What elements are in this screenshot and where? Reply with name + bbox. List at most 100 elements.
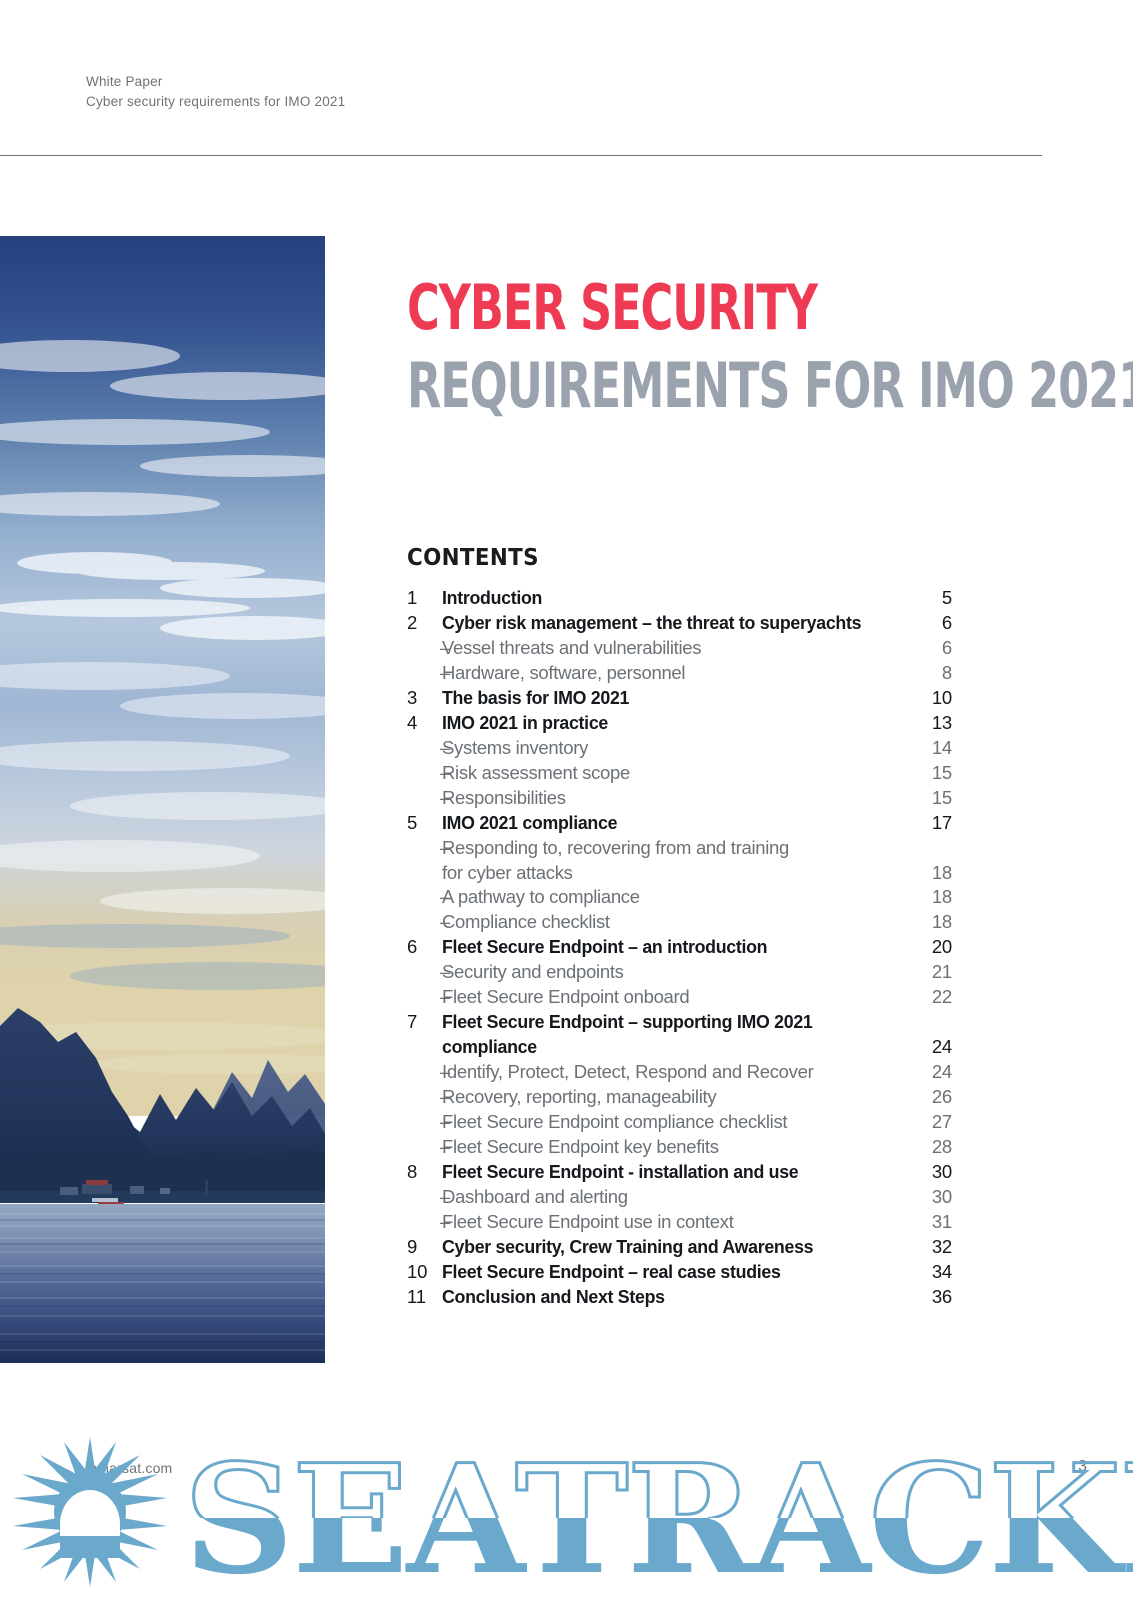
toc-item-label: A pathway to compliance: [442, 886, 640, 908]
toc-item-label: IMO 2021 compliance: [442, 812, 618, 833]
toc-row[interactable]: – Fleet Secure Endpoint compliance checkl…: [407, 1110, 952, 1135]
toc-row[interactable]: 4 IMO 2021 in practice 13: [407, 711, 952, 736]
toc-item-page: 27: [931, 1110, 952, 1132]
toc-item-label: Fleet Secure Endpoint use in context: [442, 1210, 734, 1232]
toc-item-page: 34: [931, 1260, 952, 1282]
toc-row[interactable]: – Recovery, reporting, manageability 26: [407, 1085, 952, 1110]
toc-subitem-dash: –: [440, 787, 451, 808]
toc-row[interactable]: 11 Conclusion and Next Steps 36: [407, 1285, 952, 1310]
toc-row[interactable]: – Hardware, software, personnel 8: [407, 661, 952, 686]
toc-list: 1 Introduction 5 2 Cyber risk management – t…: [407, 586, 952, 1310]
toc-item-label: Responsibilities: [442, 787, 566, 808]
table-of-contents: CONTENTS 1 Introduction 5 2 Cyber risk manag…: [407, 545, 952, 1310]
toc-item-page: 6: [941, 612, 952, 633]
toc-row[interactable]: – Identify, Protect, Detect, Respond and …: [407, 1060, 952, 1085]
page-title: CYBER SECURITY REQUIREMENTS FOR IMO 2021: [407, 271, 1133, 422]
toc-row[interactable]: 9 Cyber security, Crew Training and Aware…: [407, 1235, 952, 1260]
toc-row[interactable]: – Responsibilities 15: [407, 786, 952, 811]
toc-item-page: 22: [931, 986, 952, 1008]
toc-subitem-dash: –: [440, 1060, 451, 1082]
footer-page-number: 3: [1078, 1458, 1087, 1475]
cover-photo: [0, 236, 325, 1363]
title-main: CYBER SECURITY: [407, 271, 818, 344]
toc-row[interactable]: 5 IMO 2021 compliance 17: [407, 811, 952, 836]
toc-item-page: 30: [931, 1160, 952, 1182]
toc-item-page: 18: [931, 861, 952, 883]
toc-row[interactable]: 1 Introduction 5: [407, 586, 952, 611]
toc-subitem-dash: –: [440, 911, 451, 933]
toc-row[interactable]: – Fleet Secure Endpoint key benefits 28: [407, 1135, 952, 1160]
toc-subitem-dash: –: [440, 986, 451, 1008]
toc-item-label: Fleet Secure Endpoint key benefits: [442, 1135, 719, 1157]
toc-item-number: 3: [407, 687, 418, 708]
toc-subitem-dash: –: [440, 1210, 451, 1232]
contents-heading: CONTENTS: [407, 545, 539, 571]
toc-row[interactable]: – A pathway to compliance 18: [407, 885, 952, 910]
toc-item-label: Fleet Secure Endpoint onboard: [442, 986, 690, 1008]
toc-row[interactable]: – Systems inventory 14: [407, 736, 952, 761]
toc-item-label: Fleet Secure Endpoint – real case studie…: [442, 1260, 781, 1282]
document-header: White Paper Cyber security requirements …: [86, 72, 345, 112]
toc-item-page: 36: [931, 1285, 952, 1307]
watermark-wordmark: SEATRACKER.RU SEATRACKER.RU: [182, 1430, 1133, 1602]
toc-item-label: Cyber risk management – the threat to su…: [442, 612, 862, 633]
toc-subitem-dash: –: [440, 837, 451, 858]
toc-item-page: 31: [931, 1210, 952, 1232]
toc-item-label: Fleet Secure Endpoint – an introduction: [442, 936, 768, 958]
toc-row[interactable]: 3 The basis for IMO 2021 10: [407, 686, 952, 711]
toc-item-page: 18: [931, 911, 952, 933]
footer-website-link[interactable]: inmarsat.com: [86, 1460, 173, 1476]
header-line-1: White Paper: [86, 74, 163, 89]
toc-item-number: 7: [407, 1011, 418, 1033]
toc-item-page: 18: [931, 886, 952, 908]
toc-row[interactable]: – Compliance checklist 18: [407, 910, 952, 935]
svg-text:SEATRACKER.RU: SEATRACKER.RU: [184, 1431, 1133, 1602]
toc-item-label: Cyber security, Crew Training and Awaren…: [442, 1235, 814, 1257]
toc-item-page: 5: [941, 587, 952, 608]
title-subtitle: REQUIREMENTS FOR IMO 2021: [407, 349, 1133, 422]
toc-row[interactable]: – Dashboard and alerting 30: [407, 1185, 952, 1210]
toc-subitem-dash: –: [440, 1185, 451, 1207]
toc-row[interactable]: – Fleet Secure Endpoint use in context 31: [407, 1210, 952, 1235]
toc-item-label: Fleet Secure Endpoint - installation and…: [442, 1160, 799, 1182]
toc-item-page: 28: [931, 1135, 952, 1157]
toc-subitem-dash: –: [440, 662, 451, 683]
toc-subitem-dash: –: [440, 961, 451, 983]
toc-item-label: Conclusion and Next Steps: [442, 1285, 665, 1307]
toc-item-label: The basis for IMO 2021: [442, 687, 630, 708]
header-divider: [0, 155, 1042, 156]
toc-row[interactable]: – Responding to, recovering from and trai…: [407, 836, 952, 885]
toc-row[interactable]: 2 Cyber risk management – the threat to s…: [407, 611, 952, 636]
toc-row[interactable]: 6 Fleet Secure Endpoint – an introduction…: [407, 935, 952, 960]
toc-item-number: 9: [407, 1235, 418, 1257]
toc-item-label: IMO 2021 in practice: [442, 712, 609, 733]
toc-subitem-dash: –: [440, 1110, 451, 1132]
toc-row[interactable]: 8 Fleet Secure Endpoint - installation an…: [407, 1160, 952, 1185]
toc-item-page: 15: [931, 762, 952, 783]
toc-row[interactable]: – Fleet Secure Endpoint onboard 22: [407, 985, 952, 1010]
toc-subitem-dash: –: [440, 737, 451, 758]
toc-item-number: 2: [407, 612, 418, 633]
toc-row[interactable]: – Security and endpoints 21: [407, 960, 952, 985]
toc-item-page: 24: [931, 1036, 952, 1058]
toc-item-page: 24: [931, 1060, 952, 1082]
toc-subitem-dash: –: [440, 637, 451, 658]
toc-item-page: 20: [931, 936, 952, 958]
toc-item-label: Vessel threats and vulnerabilities: [442, 637, 702, 658]
toc-subitem-dash: –: [440, 886, 451, 908]
toc-item-page: 10: [931, 687, 952, 708]
toc-item-number: 6: [407, 936, 418, 958]
toc-item-label: Introduction: [442, 587, 543, 608]
toc-item-label: Risk assessment scope: [442, 762, 631, 783]
toc-row[interactable]: 7 Fleet Secure Endpoint – supporting IMO …: [407, 1010, 952, 1059]
toc-subitem-dash: –: [440, 762, 451, 783]
toc-subitem-dash: –: [440, 1135, 451, 1157]
toc-item-page: 6: [941, 637, 952, 658]
toc-item-label: Hardware, software, personnel: [442, 662, 686, 683]
toc-item-page: 13: [931, 712, 952, 733]
toc-row[interactable]: – Risk assessment scope 15: [407, 761, 952, 786]
toc-subitem-dash: –: [440, 1085, 451, 1107]
toc-row[interactable]: 10 Fleet Secure Endpoint – real case stud…: [407, 1260, 952, 1285]
toc-item-number: 1: [407, 587, 418, 608]
toc-row[interactable]: – Vessel threats and vulnerabilities 6: [407, 636, 952, 661]
